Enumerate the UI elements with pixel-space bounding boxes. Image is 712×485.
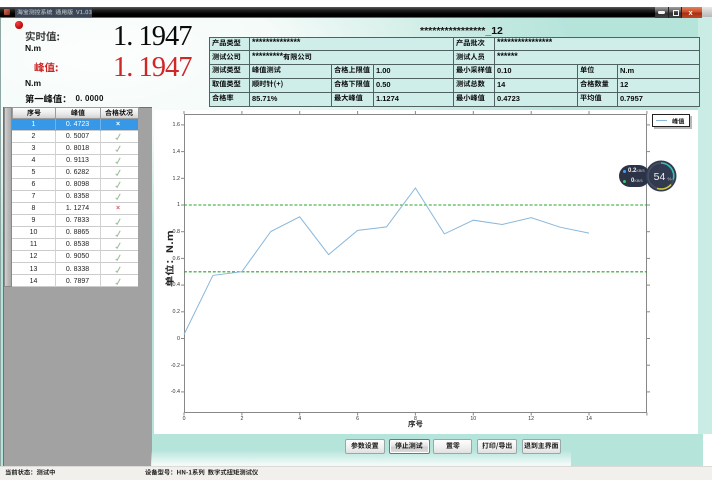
svg-text:54: 54 (654, 171, 666, 183)
svg-text:%: % (668, 177, 672, 182)
